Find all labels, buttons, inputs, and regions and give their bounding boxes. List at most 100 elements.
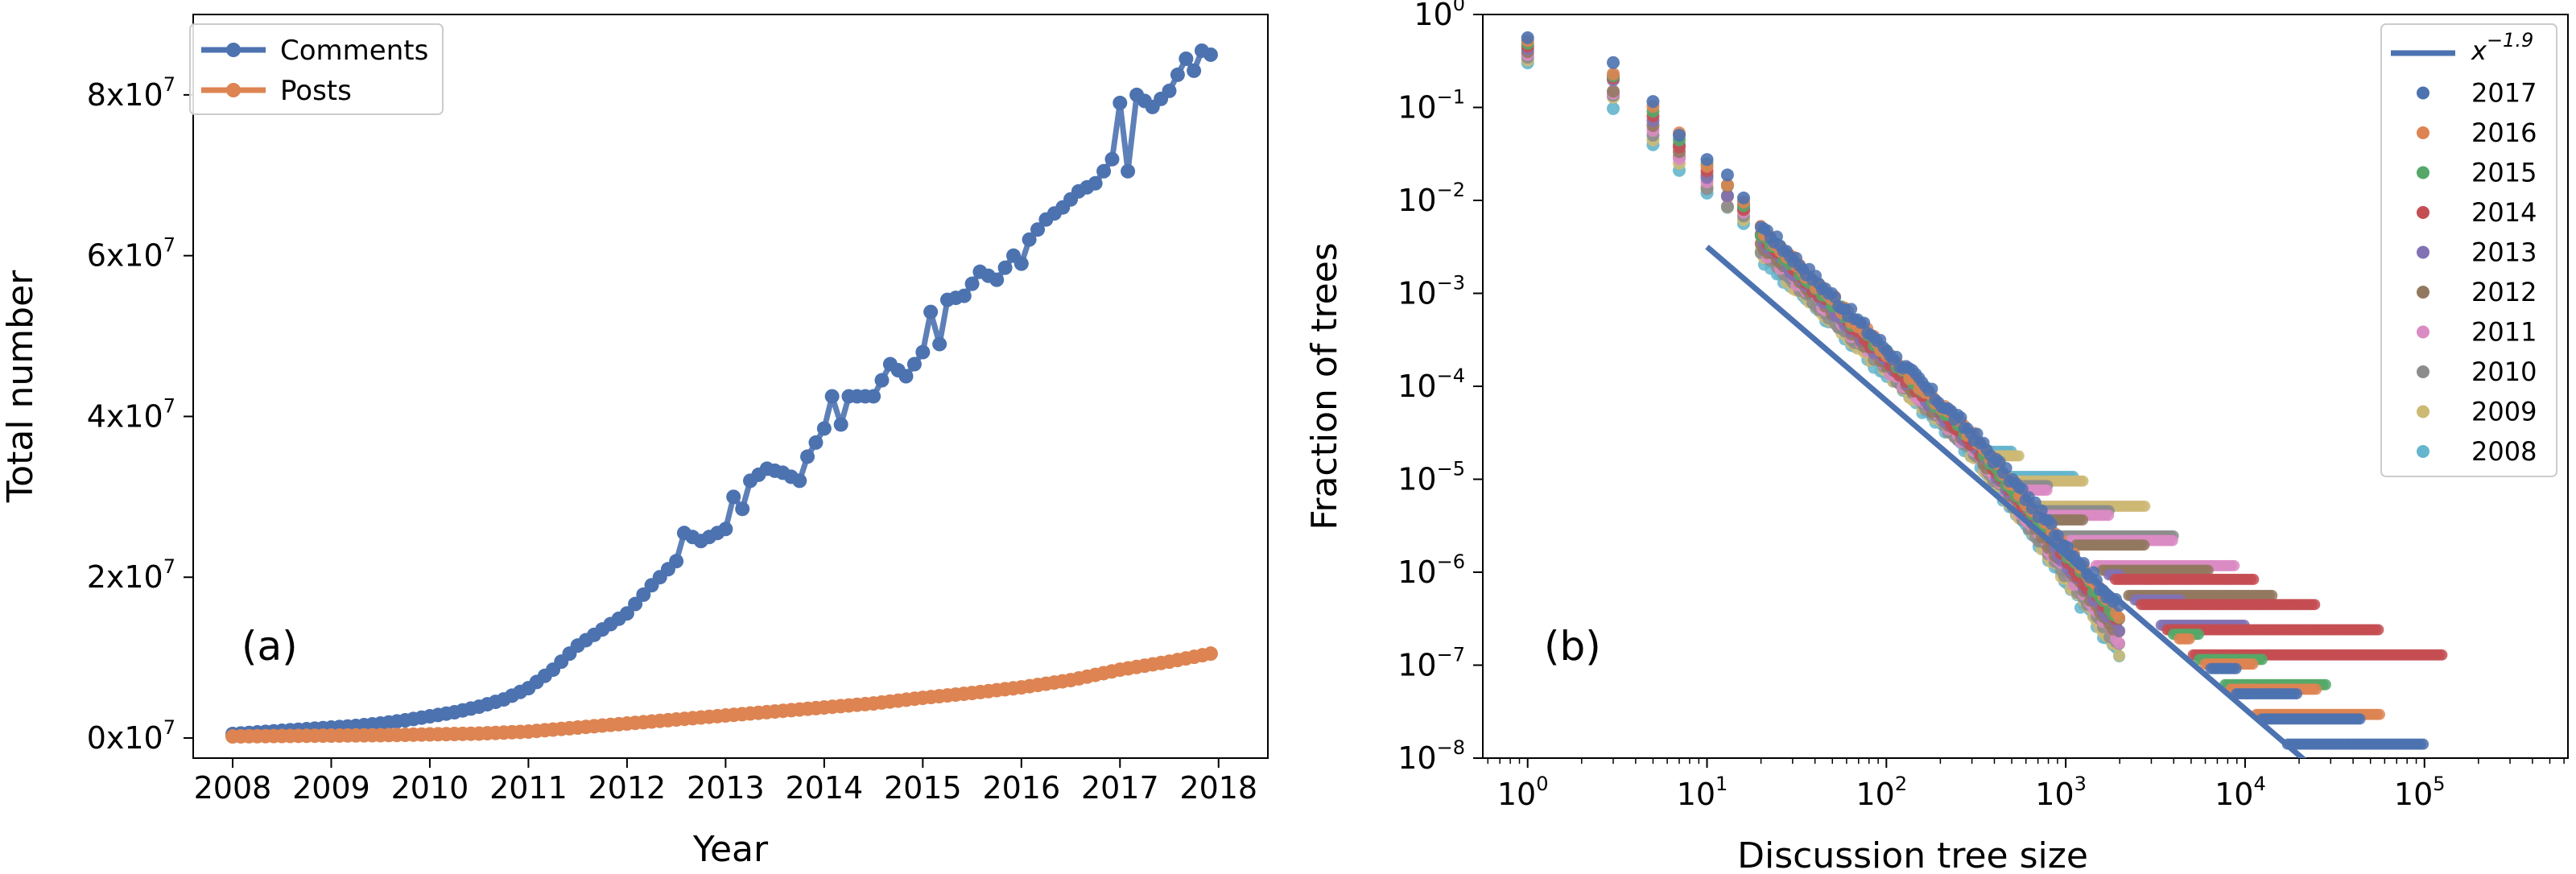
data-point <box>792 473 807 489</box>
x-tick-label: 2016 <box>982 770 1060 806</box>
legend-marker-2016 <box>2417 126 2429 139</box>
x-axis-label: Year <box>692 829 769 870</box>
data-point <box>2077 513 2089 526</box>
legend-label-comments: Comments <box>280 35 428 67</box>
x-tick-label: 2017 <box>1081 770 1159 806</box>
data-point <box>2202 564 2214 576</box>
data-point <box>2230 662 2242 674</box>
data-point <box>1030 222 1046 237</box>
data-point <box>2319 678 2331 691</box>
legend-marker-2015 <box>2417 166 2429 179</box>
data-point <box>2013 450 2025 462</box>
data-point <box>1022 232 1037 247</box>
data-point <box>1845 303 1858 315</box>
data-point <box>1170 67 1185 82</box>
x-tick-label: 101 <box>1677 773 1728 812</box>
legend-marker-2012 <box>2417 286 2429 299</box>
data-point <box>866 389 881 404</box>
legend-label-posts: Posts <box>280 75 352 107</box>
data-point <box>1121 163 1136 179</box>
x-tick-label: 2008 <box>194 770 272 806</box>
data-point <box>1700 153 1714 167</box>
data-point <box>816 421 832 436</box>
data-point <box>1096 163 1112 179</box>
data-point <box>1607 56 1620 69</box>
data-point <box>964 276 980 291</box>
legend-a: Comments Posts <box>189 23 444 115</box>
data-point <box>1672 128 1686 142</box>
legend-marker-2010 <box>2417 365 2429 378</box>
y-tick-label: 10−5 <box>1397 458 1465 497</box>
y-axis-label: Total number <box>0 270 41 503</box>
panel-b: 100 101 102 103 104 105 100 10−1 10−2 10−3 10−4 10−… <box>1304 0 2569 874</box>
x-tick-label: 2018 <box>1179 770 1257 806</box>
x-tick-label: 2013 <box>687 770 765 806</box>
legend-label-2016: 2016 <box>2471 117 2537 148</box>
data-point <box>2417 738 2429 750</box>
legend-marker-posts <box>226 83 241 97</box>
data-point <box>1013 256 1029 271</box>
data-point <box>619 606 634 621</box>
data-point <box>2256 653 2268 666</box>
legend-label-2010: 2010 <box>2471 357 2537 387</box>
x-tick-label: 100 <box>1497 773 1549 812</box>
data-point <box>2045 517 2058 530</box>
data-point <box>989 272 1005 287</box>
data-point <box>1926 382 1938 395</box>
x-tick-label: 2015 <box>884 770 962 806</box>
data-point <box>2373 708 2385 720</box>
panel-a: 2008 2009 2010 2011 2012 2013 2014 2015 2016 2017… <box>0 14 1269 870</box>
data-point <box>956 288 972 303</box>
legend-label-2014: 2014 <box>2471 197 2537 228</box>
legend-marker-2009 <box>2417 405 2429 418</box>
legend-marker-comments <box>226 43 241 57</box>
legend-marker-2008 <box>2417 445 2429 458</box>
data-point <box>2103 509 2115 522</box>
legend-label-2015: 2015 <box>2471 158 2537 188</box>
data-point <box>2193 629 2205 641</box>
x-tick-label: 104 <box>2215 773 2266 812</box>
data-point <box>2228 559 2240 571</box>
data-point <box>2310 683 2322 695</box>
legend-label-2013: 2013 <box>2471 237 2537 268</box>
panel-label-a: (a) <box>242 623 298 670</box>
data-point <box>1736 191 1750 204</box>
data-point <box>2247 658 2259 670</box>
series-posts <box>225 646 1218 744</box>
data-point <box>2113 637 2126 649</box>
data-point <box>874 373 890 388</box>
data-point <box>2372 624 2384 636</box>
data-point <box>1088 175 1103 191</box>
fit-line <box>1705 245 2307 758</box>
data-point <box>1607 85 1620 98</box>
legend-marker-2013 <box>2417 245 2429 259</box>
data-point <box>1607 67 1620 80</box>
legend-label-2009: 2009 <box>2471 397 2537 427</box>
legend-label-2017: 2017 <box>2471 78 2537 109</box>
data-point <box>2000 462 2013 475</box>
data-point <box>1858 316 1871 329</box>
data-point <box>2113 625 2126 637</box>
data-point <box>636 587 651 602</box>
data-point <box>628 596 643 612</box>
data-point <box>932 336 947 352</box>
data-point <box>2113 611 2126 624</box>
data-point <box>824 389 840 404</box>
y-tick-label: 8x107 <box>87 73 175 113</box>
data-point <box>915 344 931 360</box>
y-axis-label: Fraction of trees <box>1304 242 1345 530</box>
data-point <box>1521 31 1534 44</box>
data-point <box>2183 633 2195 645</box>
data-point <box>906 357 922 372</box>
data-point <box>2309 599 2321 611</box>
y-tick-label: 6x107 <box>87 234 175 274</box>
panel-a-frame <box>192 14 1269 759</box>
x-tick-label: 2009 <box>292 770 370 806</box>
data-point <box>2291 688 2303 700</box>
data-point <box>800 449 815 464</box>
data-point <box>2138 539 2150 551</box>
legend-label-2008: 2008 <box>2471 436 2537 467</box>
data-point <box>2077 475 2089 487</box>
data-point <box>833 417 848 432</box>
data-point <box>2041 484 2053 497</box>
